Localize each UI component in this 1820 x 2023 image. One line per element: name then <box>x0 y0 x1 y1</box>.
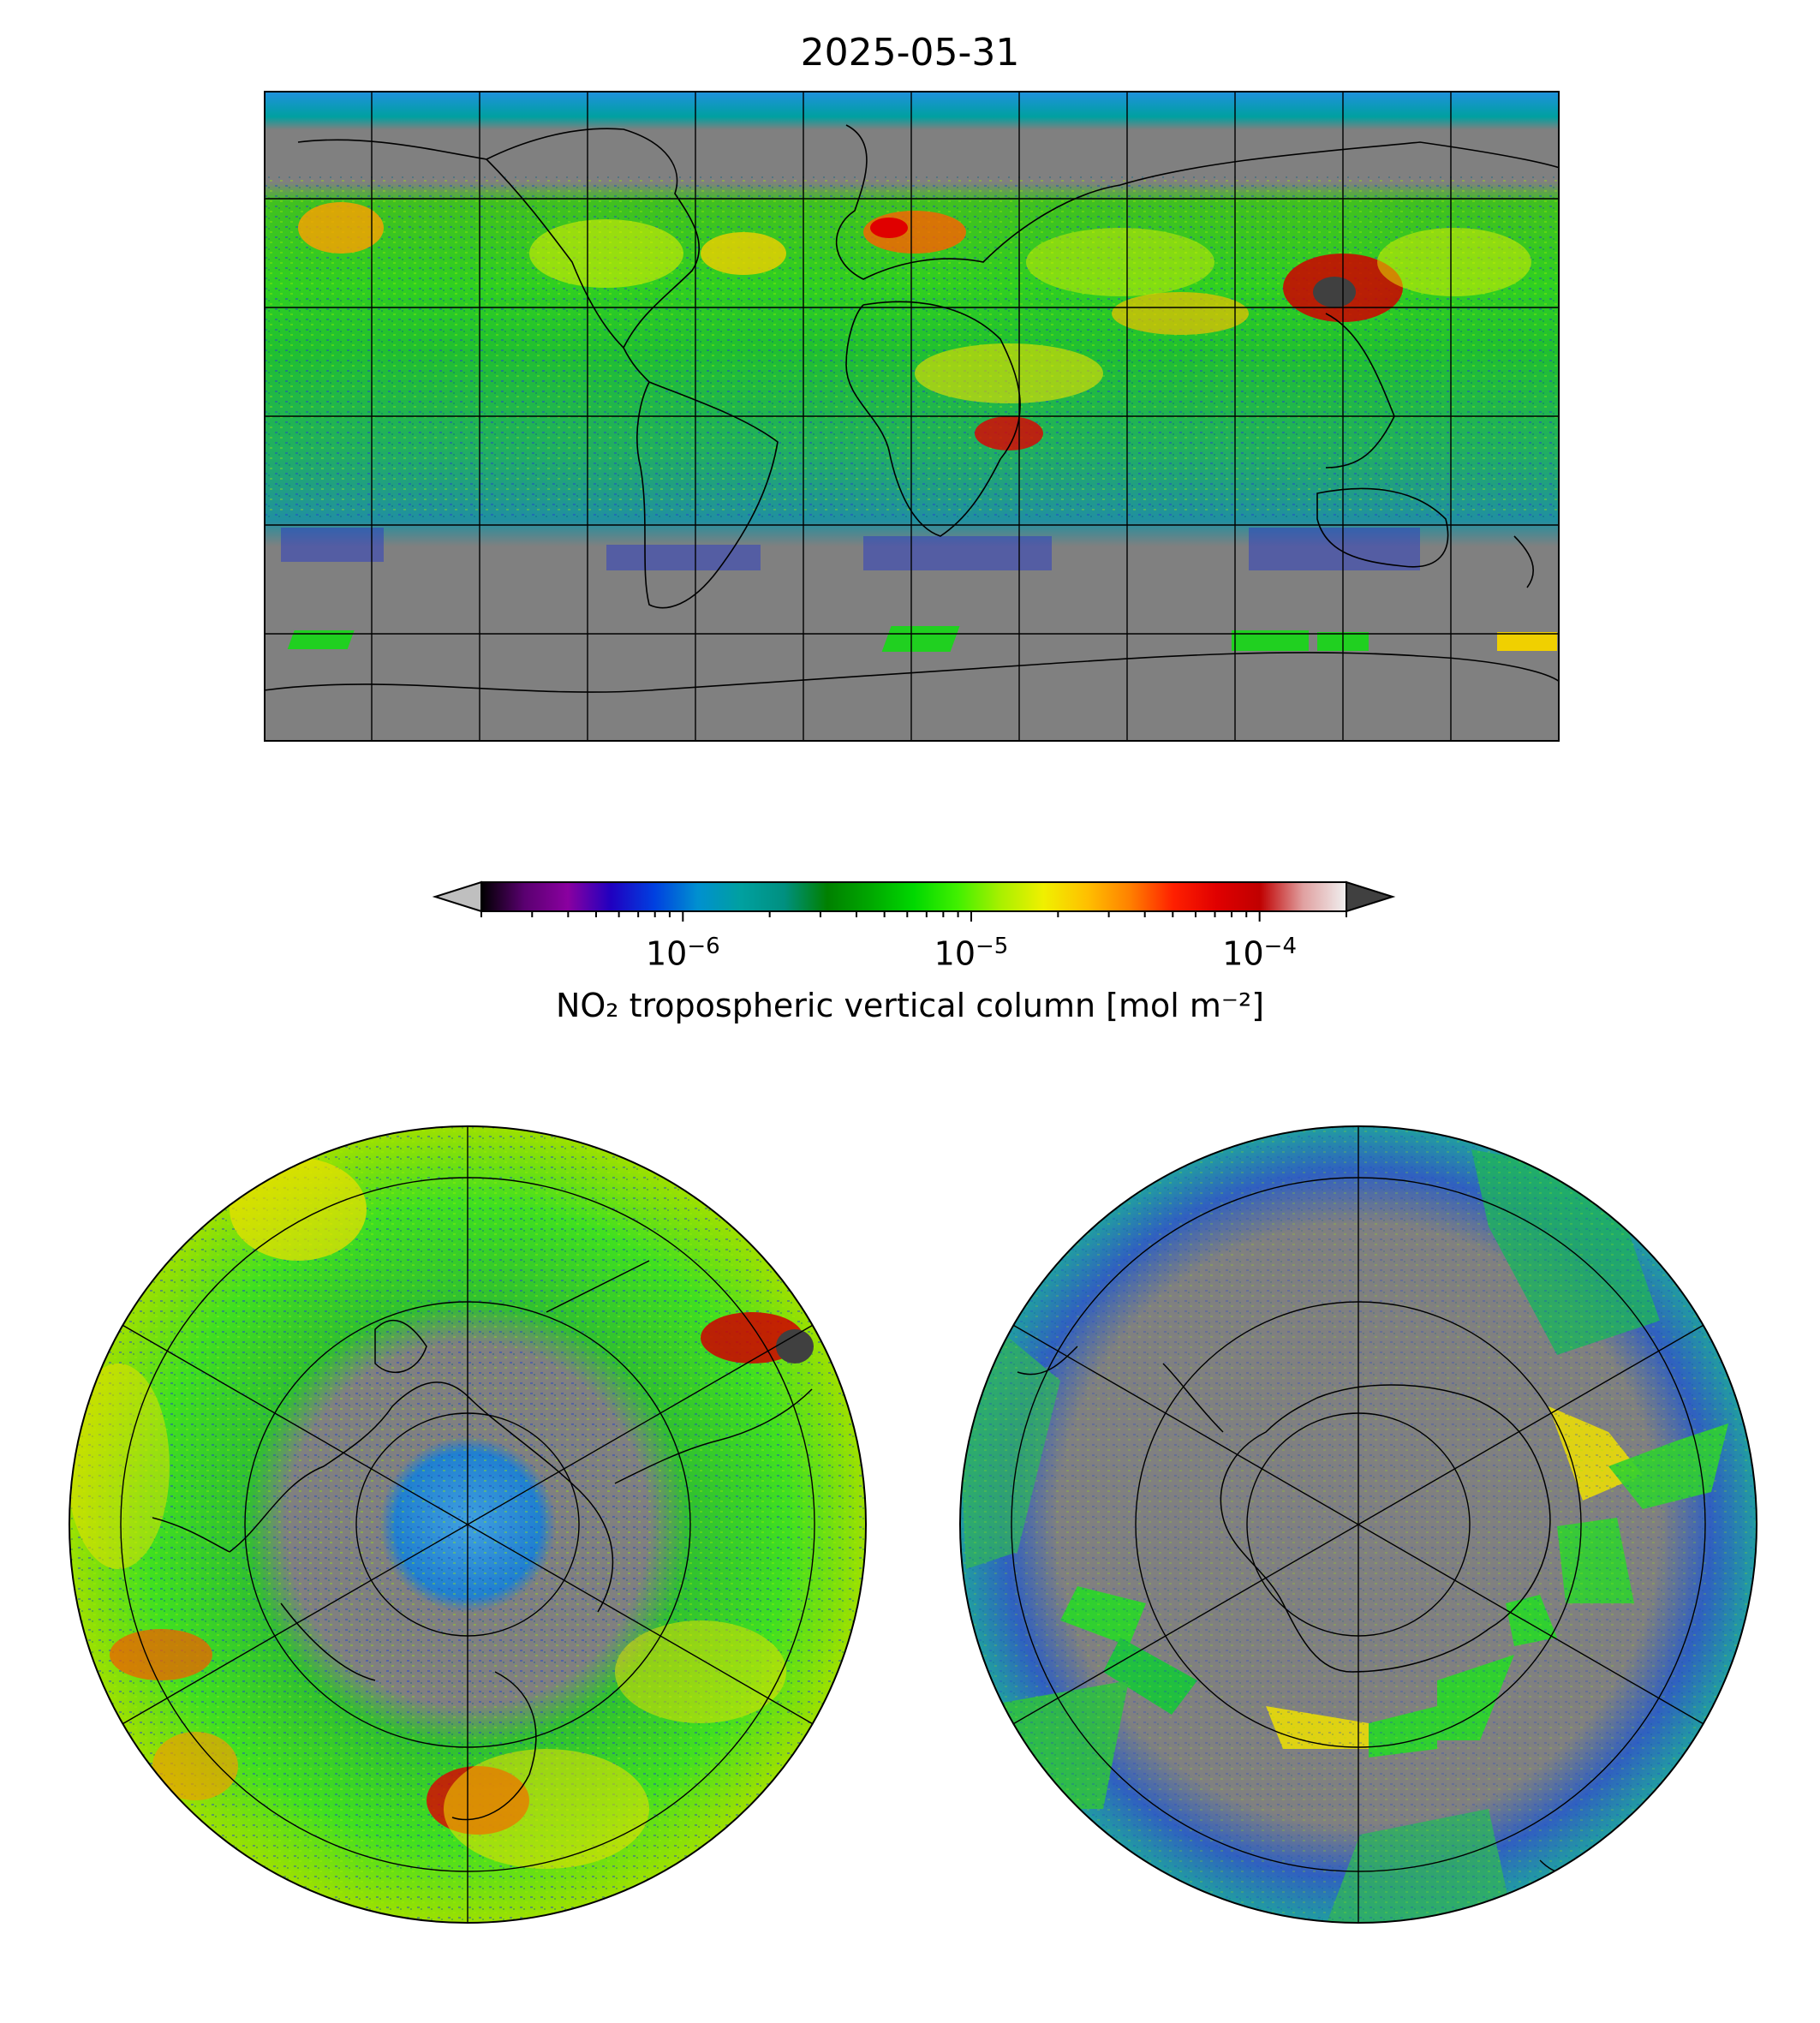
colorbar-tick-label: 10−4 <box>1222 934 1297 973</box>
coastlines <box>264 124 1560 693</box>
colorbar-tick-label: 10−5 <box>934 934 1009 973</box>
south-polar-map <box>959 1125 1757 1924</box>
global-map <box>264 91 1560 742</box>
colorbar-extend-low <box>432 880 482 913</box>
north-polar-map <box>69 1125 867 1924</box>
colorbar-ticks <box>480 911 1347 922</box>
south-gridlines <box>1011 1126 1706 1923</box>
north-gridlines <box>120 1126 815 1923</box>
antarctic-swaths <box>287 626 1557 652</box>
colorbar <box>432 880 1396 922</box>
colorbar-extend-high <box>1346 880 1396 913</box>
colorbar-tick-label: 10−6 <box>645 934 720 973</box>
map-title: 2025-05-31 <box>800 31 1020 75</box>
colorbar-label: NO₂ tropospheric vertical column [mol m⁻… <box>555 987 1265 1024</box>
global-gridlines <box>264 91 1560 742</box>
north-hotspots <box>69 1158 814 1869</box>
southern-ocean-noise <box>281 528 1420 570</box>
north-coastlines <box>152 1260 813 1821</box>
